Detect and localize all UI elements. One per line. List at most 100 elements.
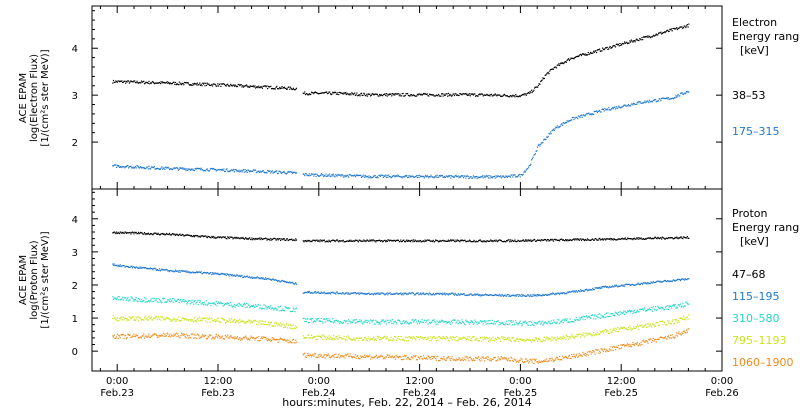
data-point: [339, 240, 341, 242]
data-point: [273, 309, 275, 311]
data-point: [655, 281, 657, 283]
data-point: [153, 166, 155, 168]
data-point: [438, 241, 440, 243]
data-point: [359, 95, 361, 97]
data-point: [345, 292, 347, 294]
data-point: [469, 336, 471, 338]
data-point: [335, 293, 337, 295]
data-point: [437, 293, 439, 295]
data-point: [180, 82, 182, 84]
data-point: [216, 305, 218, 307]
data-point: [647, 100, 649, 102]
data-point: [531, 91, 533, 93]
data-point: [676, 236, 678, 238]
data-point: [135, 231, 137, 233]
data-point: [379, 322, 381, 324]
data-point: [221, 272, 223, 274]
data-point: [143, 232, 146, 234]
data-point: [626, 328, 628, 330]
data-point: [339, 357, 341, 359]
data-point: [551, 322, 553, 324]
data-point: [554, 294, 556, 296]
data-point: [437, 323, 439, 325]
data-point: [171, 270, 173, 272]
data-point: [658, 280, 660, 282]
data-point: [407, 176, 409, 178]
data-point: [537, 340, 539, 342]
data-point: [675, 320, 677, 322]
data-point: [559, 63, 561, 65]
data-point: [488, 294, 490, 296]
data-point: [163, 335, 165, 337]
data-point: [468, 94, 470, 96]
data-point: [350, 322, 352, 324]
data-point: [443, 321, 445, 323]
data-point: [327, 241, 329, 243]
data-point: [636, 311, 638, 313]
data-point: [262, 336, 264, 338]
data-point: [557, 292, 559, 294]
data-point: [582, 114, 584, 116]
data-point: [147, 82, 149, 84]
data-point: [546, 136, 548, 138]
data-point: [247, 303, 249, 305]
data-point: [429, 322, 431, 324]
data-point: [225, 85, 227, 87]
data-point: [606, 238, 608, 240]
data-point: [266, 324, 268, 326]
data-point: [187, 168, 189, 170]
data-point: [323, 239, 325, 241]
data-point: [155, 232, 157, 234]
data-point: [537, 337, 539, 339]
data-point: [516, 294, 518, 296]
data-point: [590, 239, 592, 241]
data-point: [571, 239, 573, 241]
data-point: [412, 357, 414, 359]
data-point: [227, 274, 229, 276]
data-point: [495, 338, 497, 340]
data-point: [233, 171, 236, 173]
data-point: [201, 319, 203, 321]
data-point: [510, 320, 512, 322]
data-point: [587, 112, 589, 114]
data-point: [415, 339, 417, 341]
data-point: [534, 295, 536, 297]
data-point: [263, 85, 265, 87]
data-point: [363, 356, 365, 358]
data-point: [390, 177, 392, 179]
data-point: [521, 240, 523, 242]
data-point: [465, 177, 467, 179]
data-point: [469, 239, 471, 241]
data-point: [346, 292, 348, 294]
data-point: [484, 321, 487, 323]
data-point: [182, 82, 184, 84]
data-point: [461, 175, 463, 177]
data-point: [391, 239, 394, 242]
data-point: [302, 335, 304, 337]
data-point: [357, 94, 360, 96]
data-point: [185, 82, 187, 84]
data-point: [456, 94, 458, 96]
data-point: [345, 354, 347, 356]
data-point: [234, 84, 236, 86]
data-point: [267, 306, 270, 308]
data-point: [670, 237, 672, 239]
data-point: [374, 338, 376, 340]
data-point: [276, 323, 278, 325]
data-point: [267, 238, 269, 240]
data-point: [246, 85, 248, 87]
data-point: [497, 241, 499, 243]
data-point: [547, 135, 549, 137]
data-point: [382, 241, 384, 243]
data-point: [314, 173, 316, 175]
data-point: [428, 177, 430, 179]
data-point: [263, 238, 265, 240]
data-point: [208, 317, 211, 319]
data-point: [560, 321, 562, 323]
data-point: [221, 168, 223, 170]
data-point: [140, 82, 142, 84]
data-point: [205, 236, 208, 238]
data-point: [318, 356, 320, 358]
data-point: [676, 95, 679, 97]
data-point: [362, 94, 364, 96]
